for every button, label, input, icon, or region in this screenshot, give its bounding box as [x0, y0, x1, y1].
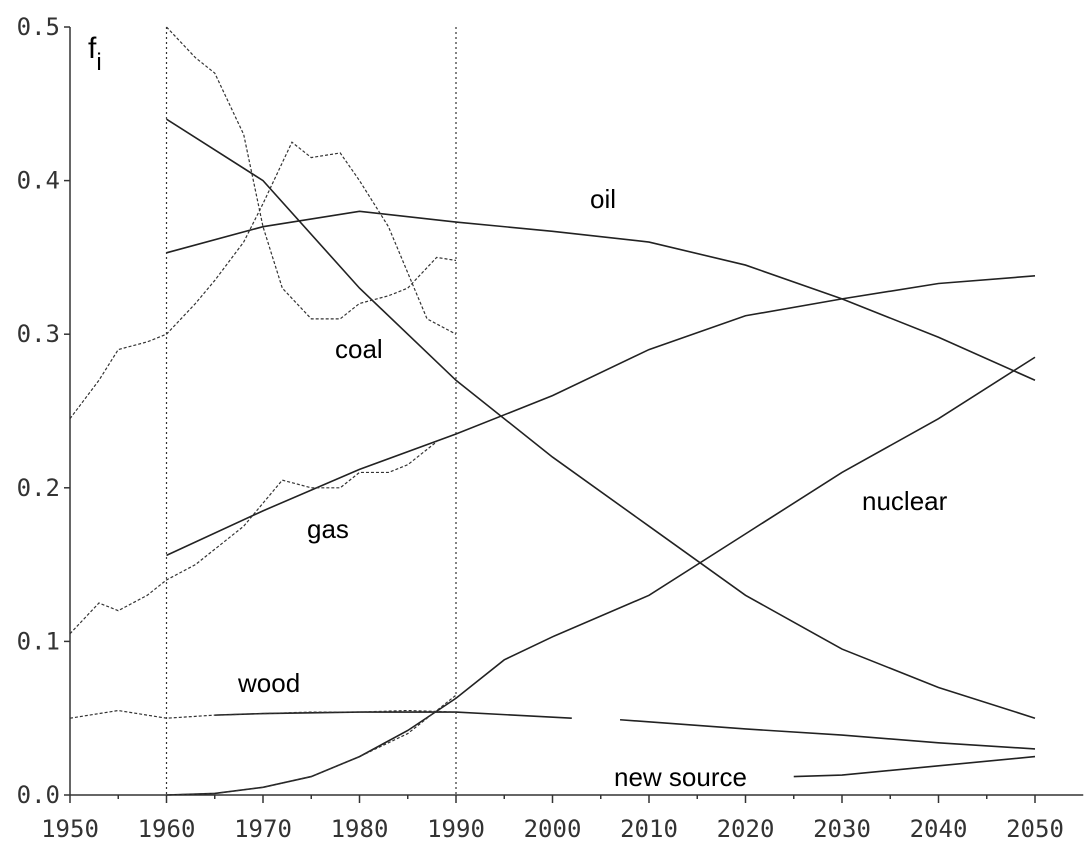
y-tick-label: 0.5	[17, 13, 60, 41]
y-tick-label: 0.0	[17, 781, 60, 809]
series-label: wood	[237, 668, 300, 698]
y-label-main: f	[88, 32, 97, 65]
x-tick-label: 1960	[138, 815, 196, 843]
historical-line	[69, 141, 457, 420]
historical-line	[69, 709, 457, 719]
model-line	[166, 356, 1036, 796]
x-tick-label: 1950	[41, 815, 99, 843]
model-line	[214, 711, 1036, 750]
series-label: nuclear	[862, 486, 948, 516]
historical-line	[69, 441, 438, 635]
y-tick-label: 0.3	[17, 320, 60, 348]
x-tick-label: 2010	[620, 815, 678, 843]
y-tick-label: 0.4	[17, 167, 60, 195]
y-tick-label: 0.1	[17, 627, 60, 655]
y-label-subscript: i	[96, 49, 101, 76]
x-tick-label: 2030	[813, 815, 871, 843]
x-tick-label: 2000	[524, 815, 582, 843]
x-tick-label: 1970	[234, 815, 292, 843]
series-label: coal	[335, 334, 383, 364]
y-tick-label: 0.2	[17, 474, 60, 502]
series-label: oil	[590, 184, 616, 214]
x-tick-label: 2050	[1006, 815, 1064, 843]
x-tick-label: 2020	[717, 815, 775, 843]
x-tick-label: 1990	[427, 815, 485, 843]
x-tick-label: 1980	[331, 815, 389, 843]
model-line	[166, 275, 1036, 557]
model-line	[166, 210, 1036, 382]
model-line	[793, 755, 1036, 778]
historical-line	[166, 26, 457, 320]
historical-line	[166, 694, 457, 796]
x-tick-label: 2040	[910, 815, 968, 843]
series-label: new source	[614, 762, 747, 792]
series-label: gas	[307, 514, 349, 544]
model-line	[166, 118, 1036, 719]
y-axis-label: fi	[88, 32, 102, 76]
